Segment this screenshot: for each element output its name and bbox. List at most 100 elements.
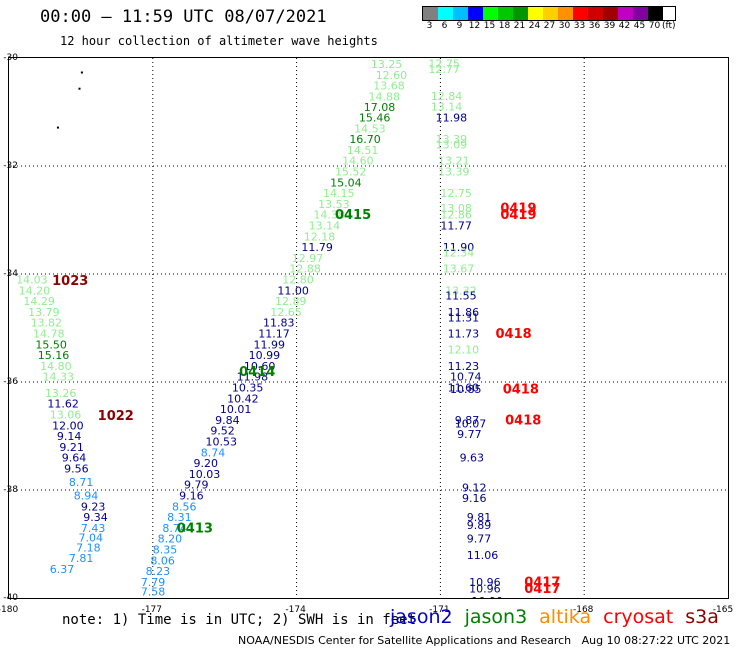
scale-label: 70 xyxy=(648,21,661,31)
wave-height-label: 13.21 xyxy=(438,155,470,168)
pass-time-label: 0415 xyxy=(335,208,371,223)
wave-height-label: 9.56 xyxy=(64,462,89,475)
pass-time-label: 0414 xyxy=(239,365,275,380)
scale-swatch xyxy=(438,7,453,20)
wave-height-label: 8.56 xyxy=(172,500,197,513)
wave-height-label: 11.77 xyxy=(440,219,472,232)
island-marker xyxy=(56,126,59,129)
wave-height-label: 10.35 xyxy=(232,381,264,394)
wave-height-label: 13.14 xyxy=(431,101,463,114)
wave-height-label: 12.77 xyxy=(428,63,460,76)
scale-swatch xyxy=(498,7,513,20)
wave-height-label: 15.52 xyxy=(335,165,367,178)
wave-height-label: 6.37 xyxy=(50,563,75,576)
units-note: note: 1) Time is in UTC; 2) SWH is in fe… xyxy=(62,612,417,628)
wave-height-label: 14.33 xyxy=(43,371,74,384)
pass-time-label: 1022 xyxy=(98,409,134,424)
wave-height-label: 14.88 xyxy=(369,90,401,103)
wave-height-label: 13.39 xyxy=(436,133,468,146)
wave-height-label: 9.63 xyxy=(460,452,485,465)
wave-height-label: 9.23 xyxy=(81,500,106,513)
scale-swatch xyxy=(453,7,468,20)
wave-height-label: 14.03 xyxy=(16,273,47,286)
scale-label: (ft) xyxy=(662,21,676,31)
wave-height-label: 11.62 xyxy=(47,398,78,411)
scale-label: 15 xyxy=(483,21,496,31)
scale-label: 24 xyxy=(528,21,541,31)
wave-height-label: 11.60 xyxy=(448,381,480,394)
wave-height-label: 8.31 xyxy=(167,511,192,524)
scale-swatch xyxy=(558,7,573,20)
scale-swatch xyxy=(648,7,663,20)
wave-height-label: 11.83 xyxy=(263,317,295,330)
wave-height-label: 13.06 xyxy=(50,408,82,421)
wave-height-label: 10.90 xyxy=(472,595,504,598)
color-scale-bar xyxy=(422,6,676,21)
satellite-legend: jason2 jason3 altika cryosat s3a xyxy=(390,606,731,628)
pass-time-label: 0419 xyxy=(500,202,536,217)
scale-label: 12 xyxy=(468,21,481,31)
wave-height-label: 16.70 xyxy=(349,133,381,146)
wave-height-label: 10.99 xyxy=(249,349,281,362)
wave-height-label: 12.65 xyxy=(270,306,302,319)
wave-height-label: 9.34 xyxy=(83,511,108,524)
wave-height-label: 7.43 xyxy=(81,522,106,535)
wave-height-label: 10.74 xyxy=(450,371,482,384)
satellite-cryosat: cryosat xyxy=(603,606,674,628)
wave-height-label: 12.86 xyxy=(440,209,472,222)
wave-height-label: 7.58 xyxy=(141,586,166,598)
scale-swatch xyxy=(468,7,483,20)
wave-height-label: 9.12 xyxy=(462,481,487,494)
wave-height-label: 12.34 xyxy=(443,246,475,259)
wave-height-label: 15.46 xyxy=(359,111,391,124)
wave-height-label: 13.82 xyxy=(31,317,63,330)
wave-height-label: 11.17 xyxy=(258,327,290,340)
pass-time-label: 0419 xyxy=(500,208,536,223)
wave-height-label: 13.09 xyxy=(436,138,468,151)
wave-height-label: 8.74 xyxy=(162,522,187,535)
wave-height-label: 9.20 xyxy=(194,457,219,470)
wave-height-label: 9.89 xyxy=(467,519,492,532)
wave-height-label: 12.97 xyxy=(292,252,324,265)
wave-height-label: 11.06 xyxy=(467,549,499,562)
wave-height-label: 13.26 xyxy=(45,387,76,400)
scale-swatch xyxy=(528,7,543,20)
wave-height-label: 11.79 xyxy=(301,241,333,254)
wave-height-label: 10.96 xyxy=(469,582,501,595)
pass-time-label: 1023 xyxy=(52,274,88,289)
wave-height-label: 13.67 xyxy=(443,263,475,276)
wave-height-label: 12.84 xyxy=(431,90,463,103)
wave-height-label: 7.79 xyxy=(141,576,166,589)
scale-label: 45 xyxy=(633,21,646,31)
scale-label: 9 xyxy=(456,21,463,31)
scale-swatch xyxy=(483,7,498,20)
wave-height-label: 12.75 xyxy=(440,187,472,200)
plot-title: 00:00 — 11:59 UTC 08/07/2021 xyxy=(40,7,327,27)
wave-height-label: 8.35 xyxy=(153,543,178,556)
wave-height-label: 9.52 xyxy=(210,425,235,438)
wave-height-label: 12.88 xyxy=(289,263,321,276)
wave-height-label: 14.29 xyxy=(23,295,55,308)
wave-height-label: 14.15 xyxy=(323,187,355,200)
wave-height-label: 8.20 xyxy=(158,533,183,546)
wave-height-label: 13.08 xyxy=(440,202,472,215)
wave-height-label: 12.60 xyxy=(376,69,408,82)
wave-height-label: 14.53 xyxy=(354,122,386,135)
scale-swatch xyxy=(513,7,528,20)
wave-height-label: 10.42 xyxy=(227,392,259,405)
wave-height-label: 15.16 xyxy=(38,349,70,362)
wave-height-label: 11.98 xyxy=(237,371,269,384)
scale-label: 42 xyxy=(618,21,631,31)
map-canvas: 13.2512.6013.6814.8817.0815.4614.5316.70… xyxy=(9,58,728,598)
credits-line: NOAA/NESDIS Center for Satellite Applica… xyxy=(238,634,731,647)
wave-height-label: 14.80 xyxy=(40,360,71,373)
lon-tick-label: -180 xyxy=(0,605,18,615)
wave-height-label: 9.21 xyxy=(59,441,84,454)
wave-height-label: 17.08 xyxy=(364,101,396,114)
color-scale-legend: 3 6 9 12 15 18 21 24 27 30 33 36 39 42 45 70 (ft) xyxy=(422,6,676,31)
pass-time-label: 0413 xyxy=(177,521,213,536)
wave-height-label: 13.68 xyxy=(373,80,405,93)
scale-swatch xyxy=(588,7,603,20)
wave-height-label: 9.14 xyxy=(57,430,82,443)
wave-height-label: 9.77 xyxy=(457,428,482,441)
